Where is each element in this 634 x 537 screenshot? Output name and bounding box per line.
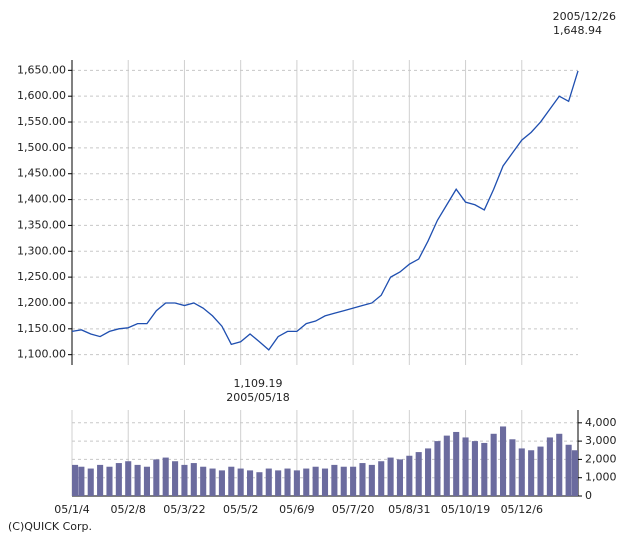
volume-bar	[481, 442, 488, 496]
volume-bar	[237, 468, 244, 496]
low-value: 1,109.19	[234, 377, 283, 390]
y-tick-label: 1,500.00	[17, 141, 66, 154]
volume-bar	[518, 448, 525, 496]
volume-bar	[368, 464, 375, 496]
volume-bar	[331, 464, 338, 496]
volume-bar	[537, 446, 544, 496]
volume-bar	[153, 459, 160, 496]
volume-bar	[181, 464, 188, 496]
volume-bar	[556, 433, 563, 496]
y2-tick-label: 1,000	[585, 471, 617, 484]
volume-bar	[134, 464, 141, 496]
volume-bar	[312, 466, 319, 496]
x-tick-label: 05/1/4	[54, 503, 89, 516]
volume-bar	[499, 426, 507, 496]
volume-bar	[303, 468, 310, 496]
y-tick-label: 1,400.00	[17, 193, 66, 206]
volume-bar	[190, 463, 197, 496]
volume-bar	[218, 470, 225, 496]
volume-bar	[453, 431, 460, 496]
volume-bar	[443, 435, 450, 496]
volume-bar	[571, 450, 578, 496]
volume-bar	[256, 472, 263, 496]
y2-tick-label: 3,000	[585, 434, 617, 447]
volume-bar	[396, 459, 404, 496]
volume-bar	[546, 437, 553, 496]
x-tick-label: 05/5/2	[223, 503, 258, 516]
volume-bar	[106, 466, 113, 496]
volume-bar	[115, 463, 122, 496]
y-tick-label: 1,300.00	[17, 244, 66, 257]
x-tick-label: 05/2/8	[111, 503, 146, 516]
price-line	[71, 70, 579, 351]
volume-bar	[350, 466, 357, 496]
volume-bar	[471, 441, 478, 496]
volume-bar	[228, 466, 235, 496]
y2-tick-label: 0	[585, 489, 592, 502]
volume-bar	[209, 468, 216, 496]
volume-bar	[340, 466, 347, 496]
x-tick-label: 05/3/22	[163, 503, 205, 516]
volume-bar	[265, 468, 272, 496]
volume-bar	[565, 444, 572, 496]
volume-bar	[359, 463, 366, 496]
y-tick-label: 1,550.00	[17, 115, 66, 128]
volume-bar	[378, 461, 385, 496]
volume-bar	[162, 457, 169, 496]
volume-bar	[87, 468, 94, 496]
volume-bar	[528, 450, 535, 496]
volume-bar	[284, 468, 291, 496]
volume-bar	[434, 441, 441, 496]
y2-tick-label: 4,000	[585, 416, 617, 429]
volume-bar	[78, 466, 85, 496]
volume-bar	[293, 470, 300, 496]
volume-bar	[321, 468, 329, 496]
y-tick-label: 1,100.00	[17, 348, 66, 361]
y-tick-label: 1,650.00	[17, 63, 66, 76]
volume-bar	[406, 455, 413, 496]
volume-bar	[387, 457, 394, 496]
low-date: 2005/05/18	[226, 391, 289, 404]
x-tick-label: 05/6/9	[279, 503, 314, 516]
volume-bar	[200, 466, 207, 496]
volume-bar	[72, 464, 79, 496]
y-tick-label: 1,150.00	[17, 322, 66, 335]
volume-bar	[143, 466, 151, 496]
x-tick-label: 05/7/20	[332, 503, 374, 516]
volume-bar	[172, 461, 179, 496]
x-tick-label: 05/12/6	[501, 503, 543, 516]
volume-bar	[97, 464, 104, 496]
volume-bar	[509, 439, 516, 496]
credit: (C)QUICK Corp.	[8, 520, 92, 533]
volume-bar	[246, 470, 254, 496]
volume-bar	[275, 470, 282, 496]
y-tick-label: 1,600.00	[17, 89, 66, 102]
x-tick-label: 05/8/31	[388, 503, 430, 516]
y-tick-label: 1,200.00	[17, 296, 66, 309]
y-tick-label: 1,250.00	[17, 270, 66, 283]
last-date: 2005/12/26	[553, 10, 616, 23]
volume-bar	[125, 461, 132, 496]
volume-bar	[415, 452, 422, 496]
y-tick-label: 1,450.00	[17, 167, 66, 180]
y-tick-label: 1,350.00	[17, 218, 66, 231]
volume-bar	[425, 448, 432, 496]
volume-bar	[462, 437, 469, 496]
last-value: 1,648.94	[553, 24, 602, 37]
y2-tick-label: 2,000	[585, 452, 617, 465]
volume-bar	[490, 433, 497, 496]
x-tick-label: 05/10/19	[441, 503, 490, 516]
